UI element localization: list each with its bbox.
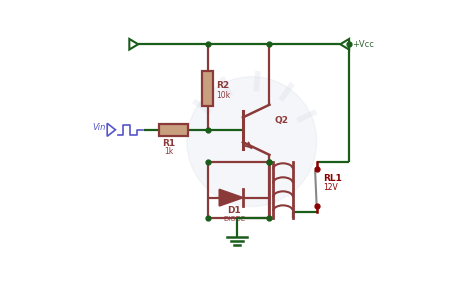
Text: D1: D1 <box>227 206 241 215</box>
FancyBboxPatch shape <box>201 71 213 106</box>
Polygon shape <box>219 189 243 206</box>
Text: Vin: Vin <box>92 123 106 132</box>
Text: 12V: 12V <box>323 183 338 192</box>
Circle shape <box>187 77 317 206</box>
FancyBboxPatch shape <box>159 124 188 136</box>
Text: 10k: 10k <box>216 91 230 100</box>
Text: Q2: Q2 <box>275 117 289 125</box>
Text: R1: R1 <box>163 139 176 148</box>
Text: DIODE: DIODE <box>223 216 245 222</box>
Text: 1k: 1k <box>164 147 174 155</box>
Text: RL1: RL1 <box>323 174 342 183</box>
Text: R2: R2 <box>216 81 229 90</box>
Text: +Vcc: +Vcc <box>352 40 374 49</box>
